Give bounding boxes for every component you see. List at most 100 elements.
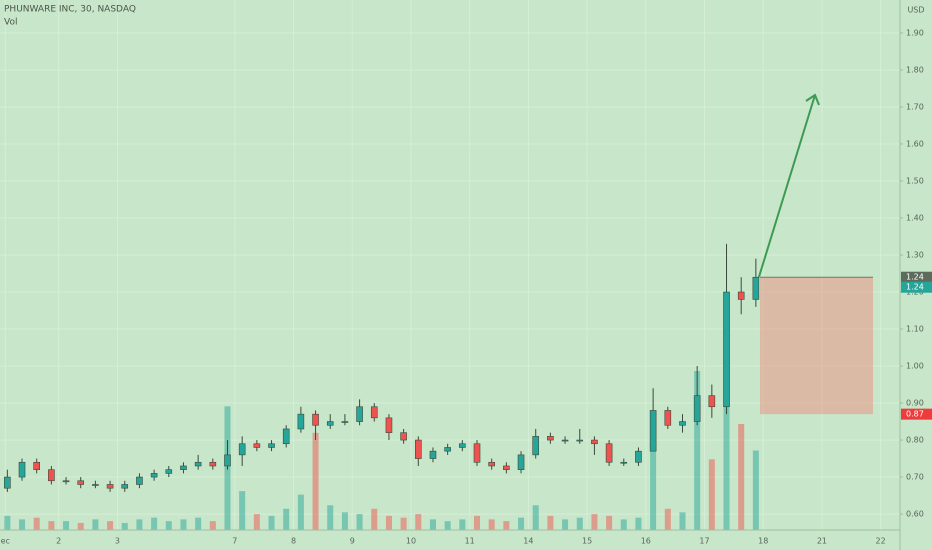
candles [4, 243, 760, 492]
candle-body [136, 476, 143, 485]
volume-bar [752, 450, 759, 530]
candle-body [488, 461, 495, 467]
candle-body [679, 421, 686, 426]
volume-bar [591, 514, 598, 530]
y-tick-label: 1.70 [906, 102, 924, 111]
candle-body [4, 476, 11, 489]
volume-bar [371, 508, 378, 530]
x-tick-label: 10 [406, 537, 416, 546]
candle-body [664, 410, 672, 426]
candle-body [356, 406, 363, 422]
volume-bar [297, 494, 304, 530]
volume-bar [283, 508, 290, 530]
volume-bar [253, 514, 260, 530]
volume-bar [429, 519, 436, 530]
x-tick-label: ec [1, 537, 10, 546]
volume-bar [723, 318, 730, 530]
volume-bar [151, 517, 158, 530]
y-tick-label: 1.60 [906, 139, 924, 148]
candle-body [268, 443, 275, 448]
volume-bar [400, 517, 407, 530]
volume-bar [444, 521, 451, 530]
volume-bar [532, 505, 539, 530]
volume-bar [195, 517, 202, 530]
candle-body [473, 443, 481, 463]
candle-body [561, 439, 569, 442]
volume-bar [679, 512, 686, 530]
candle-body [693, 395, 701, 422]
target-arrow [757, 94, 816, 278]
volume-bar [576, 517, 583, 530]
volume-bar [635, 517, 642, 530]
volume-bar [33, 517, 40, 530]
currency-label: USD [907, 6, 924, 15]
candle-body [209, 461, 217, 467]
candle-body [517, 454, 525, 470]
y-tick-label: 1.10 [906, 325, 924, 334]
volume-bar [165, 521, 172, 530]
volume-bar [459, 519, 466, 530]
volume-bar [518, 517, 525, 530]
y-tick-label: 1.40 [906, 213, 924, 222]
x-tick-label: 7 [232, 537, 237, 546]
candle-body [503, 465, 510, 470]
y-tick-label: 1.50 [906, 176, 924, 185]
volume-bar [48, 521, 55, 530]
candle-body [370, 406, 378, 419]
x-tick-label: 17 [699, 537, 709, 546]
volume-bar [488, 519, 495, 530]
candle-body [649, 410, 657, 452]
candle-body [547, 436, 554, 441]
volume-bar [4, 515, 11, 530]
candle-body [708, 395, 716, 408]
candle-body [752, 276, 760, 300]
price-tag [901, 408, 932, 420]
candle-body [121, 484, 129, 489]
candle-body [605, 443, 613, 463]
volume-bar [19, 519, 26, 530]
price-tag-label: 1.24 [906, 283, 924, 292]
x-tick-label: 22 [876, 537, 886, 546]
volume-bar [209, 521, 216, 530]
x-tick-label: 15 [582, 537, 592, 546]
volume-bar [664, 508, 671, 530]
volume-bar [268, 515, 275, 530]
x-tick-label: 8 [291, 537, 296, 546]
candle-body [62, 480, 70, 483]
y-tick-label: 0.90 [906, 399, 924, 408]
candle-body [576, 439, 584, 442]
candle-body [253, 443, 261, 448]
candle-body [194, 461, 202, 467]
volume-bar [415, 514, 422, 530]
x-tick-label: 16 [641, 537, 651, 546]
volume-bar [503, 521, 510, 530]
candle-body [737, 291, 745, 300]
candle-body [33, 461, 40, 470]
volume-label: Vol [4, 18, 17, 28]
candle-body [723, 291, 730, 408]
candle-body [414, 439, 422, 459]
candle-body [591, 439, 598, 445]
volume-bar [694, 371, 701, 530]
candle-body [224, 454, 231, 467]
volume-bar [356, 514, 363, 530]
candle-body [18, 461, 26, 478]
candle-body [48, 469, 55, 482]
y-tick-label: 0.80 [906, 436, 924, 445]
volume-bar [180, 519, 187, 530]
x-tick-label: 21 [817, 537, 827, 546]
y-tick-label: 1.80 [906, 65, 924, 74]
price-tag-label: 1.24 [906, 273, 924, 282]
candle-body [150, 473, 158, 478]
volume-bar [312, 432, 319, 530]
candle-body [385, 417, 393, 433]
volume-bar [562, 519, 569, 530]
candle-body [444, 447, 451, 452]
volume-bar [620, 519, 627, 530]
candle-body [238, 443, 246, 456]
volume-bar [107, 521, 114, 530]
volume-bar [239, 491, 246, 530]
candle-body [400, 432, 407, 441]
